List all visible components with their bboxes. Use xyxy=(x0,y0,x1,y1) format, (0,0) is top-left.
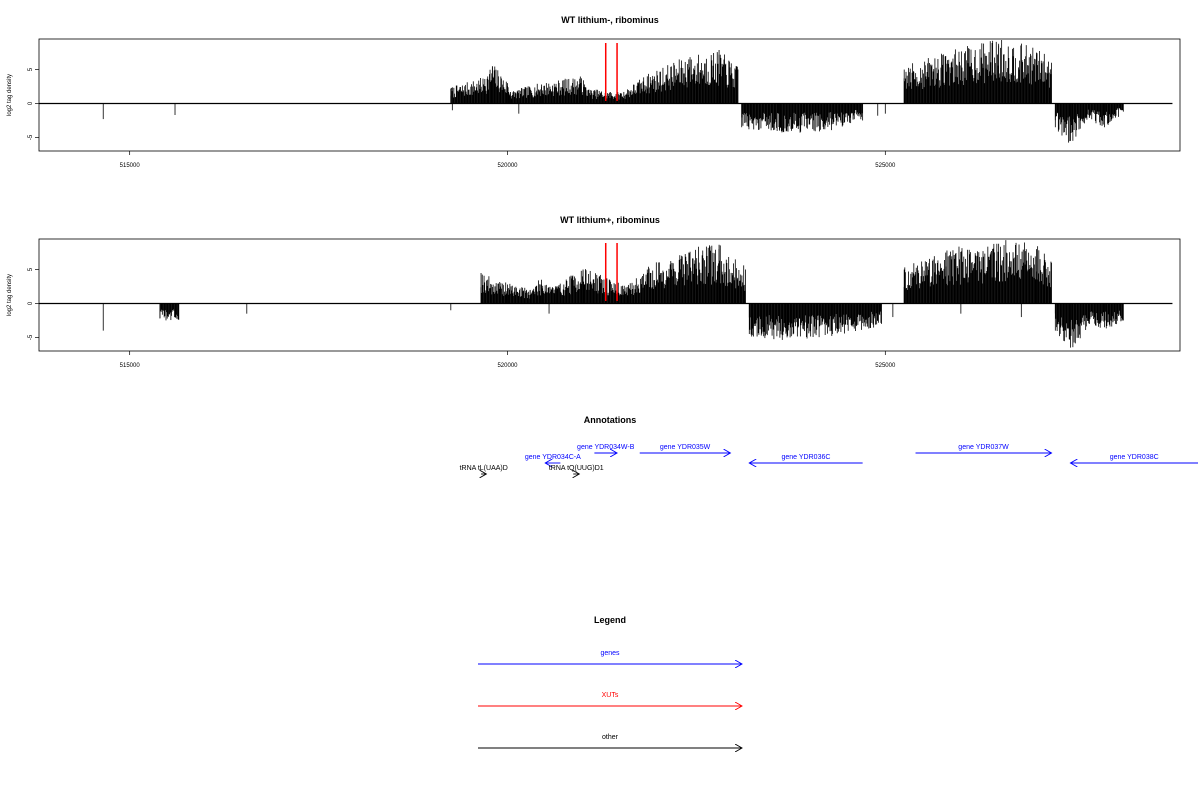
plot-frame xyxy=(38,238,1181,352)
annotations-title: Annotations xyxy=(584,415,637,425)
legend-label: XUTs xyxy=(602,692,619,699)
annotations-track: Annotations gene YDR034W-B gene YDR035Wge… xyxy=(460,415,1198,474)
feature-label: tRNA tL(UAA)D xyxy=(460,465,508,472)
feature-label: gene YDR034C-A xyxy=(525,454,581,461)
feature-label: tRNA tQ(UUG)D1 xyxy=(549,465,604,472)
legend: Legend genes XUTs other xyxy=(478,615,742,748)
y-tick-label: 5 xyxy=(28,67,34,71)
feature-label: gene YDR035W xyxy=(660,444,711,451)
x-tick-label: 520000 xyxy=(497,363,518,369)
legend-label: genes xyxy=(600,650,620,657)
panel-title: WT lithium+, ribominus xyxy=(560,215,660,225)
y-axis-ticks: -5 0 5 xyxy=(28,267,39,340)
y-axis-ticks: -5 0 5 xyxy=(28,67,39,140)
y-axis-label: log2 tag density xyxy=(7,74,13,116)
plot-frame xyxy=(38,38,1181,152)
x-axis-ticks: 515000 520000 525000 xyxy=(120,351,896,369)
feature-label: gene YDR034W-B xyxy=(577,444,635,451)
y-tick-label: 0 xyxy=(28,101,34,105)
x-tick-label: 515000 xyxy=(120,363,141,369)
feature-label: gene YDR036C xyxy=(782,454,831,461)
x-tick-label: 525000 xyxy=(875,363,896,369)
panel-title: WT lithium-, ribominus xyxy=(561,15,659,25)
y-tick-label: -5 xyxy=(28,334,34,340)
legend-items: genes XUTs other xyxy=(478,650,742,748)
x-tick-label: 515000 xyxy=(120,163,141,169)
legend-title: Legend xyxy=(594,615,626,625)
density-bars xyxy=(39,40,1173,143)
y-tick-label: 5 xyxy=(28,267,34,271)
density-bars xyxy=(39,240,1173,348)
x-tick-label: 520000 xyxy=(497,163,518,169)
feature-label: gene YDR038C xyxy=(1110,454,1159,461)
y-tick-label: -5 xyxy=(28,134,34,140)
x-tick-label: 525000 xyxy=(875,163,896,169)
feature-label: gene YDR037W xyxy=(958,444,1009,451)
density-panel-lithium-minus: WT lithium-, ribominus log2 tag density … xyxy=(7,15,1181,169)
y-tick-label: 0 xyxy=(28,301,34,305)
annotation-features: gene YDR034W-B gene YDR035W gene YDR034C-A… xyxy=(460,444,1198,474)
x-axis-ticks: 515000 520000 525000 xyxy=(120,151,896,169)
density-panel-lithium-plus: WT lithium+, ribominus log2 tag density … xyxy=(7,215,1181,369)
y-axis-label: log2 tag density xyxy=(7,274,13,316)
legend-label: other xyxy=(602,734,619,741)
